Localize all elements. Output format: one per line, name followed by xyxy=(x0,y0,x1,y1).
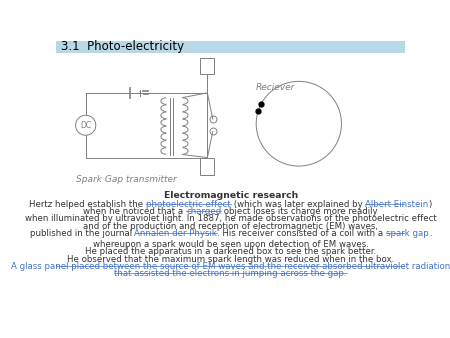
FancyBboxPatch shape xyxy=(200,158,214,174)
Text: He observed that the maximum spark length was reduced when in the box.: He observed that the maximum spark lengt… xyxy=(67,255,394,264)
Text: .: . xyxy=(429,229,432,238)
Text: 3.1  Photo-electricity: 3.1 Photo-electricity xyxy=(61,40,184,53)
Text: Annalen der Physik: Annalen der Physik xyxy=(135,229,217,238)
Text: object loses its charge more readily: object loses its charge more readily xyxy=(221,207,378,216)
Text: whereupon a spark would be seen upon detection of EM waves.: whereupon a spark would be seen upon det… xyxy=(93,240,369,249)
Text: Albert Einstein: Albert Einstein xyxy=(365,199,429,209)
Text: spark gap: spark gap xyxy=(386,229,429,238)
FancyBboxPatch shape xyxy=(200,57,214,74)
Text: charged: charged xyxy=(186,207,221,216)
Text: Reciever: Reciever xyxy=(256,83,296,92)
Text: A glass panel placed between the source of EM waves and the receiver absorbed ul: A glass panel placed between the source … xyxy=(11,262,450,271)
FancyBboxPatch shape xyxy=(56,41,405,53)
Text: photoelectric effect: photoelectric effect xyxy=(146,199,231,209)
Text: that assisted the electrons in jumping across the gap.: that assisted the electrons in jumping a… xyxy=(114,269,347,278)
Text: Spark Gap transmitter: Spark Gap transmitter xyxy=(76,175,176,184)
Text: ): ) xyxy=(429,199,432,209)
Text: He placed the apparatus in a darkened box to see the spark better.: He placed the apparatus in a darkened bo… xyxy=(85,247,376,256)
Text: (which was later explained by: (which was later explained by xyxy=(231,199,365,209)
Text: . His receiver consisted of a coil with a: . His receiver consisted of a coil with … xyxy=(217,229,386,238)
Text: when he noticed that a: when he noticed that a xyxy=(83,207,186,216)
Text: Hertz helped establish the: Hertz helped establish the xyxy=(29,199,146,209)
Text: DC: DC xyxy=(80,121,91,130)
Text: when illuminated by ultraviolet light. In 1887, he made observations of the phot: when illuminated by ultraviolet light. I… xyxy=(25,214,436,223)
Text: Electromagnetic research: Electromagnetic research xyxy=(163,192,298,200)
Text: published in the journal: published in the journal xyxy=(30,229,135,238)
Text: and of the production and reception of electromagnetic (EM) waves,: and of the production and reception of e… xyxy=(83,221,378,231)
